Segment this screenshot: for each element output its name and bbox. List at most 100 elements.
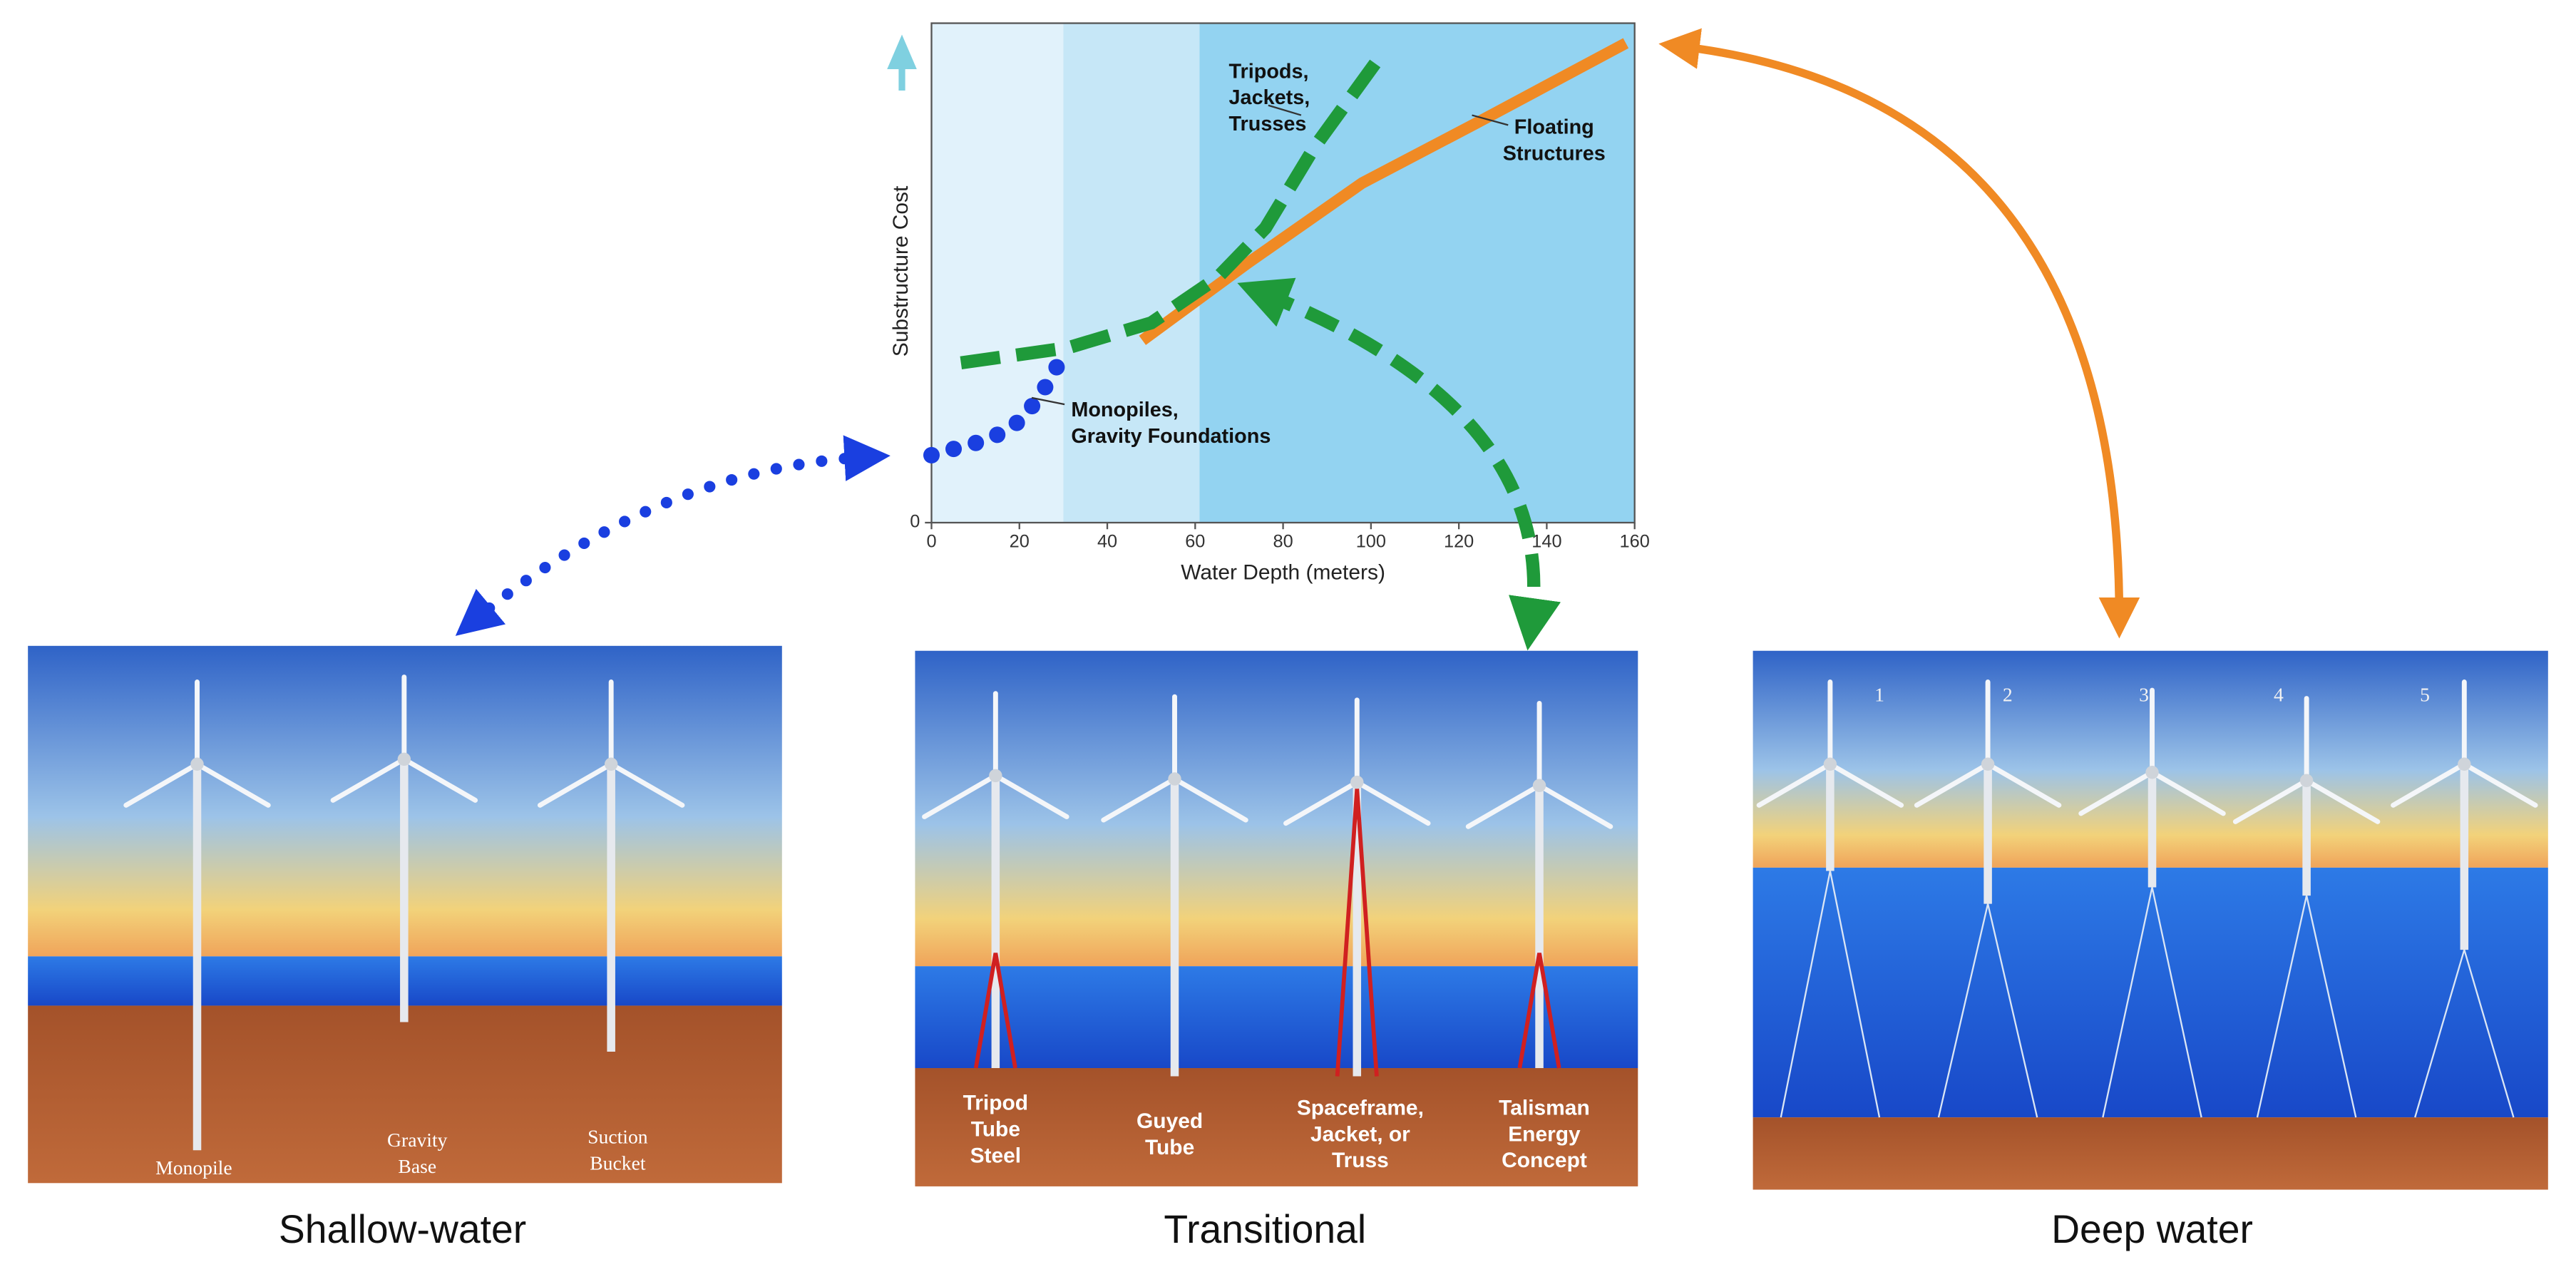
series-label: Gravity Foundations bbox=[1071, 425, 1271, 448]
panels: Monopile Gravity Base Suction Bucket Shallow-… bbox=[28, 645, 2548, 1251]
x-tick-label: 160 bbox=[1620, 531, 1650, 551]
illustration: Monopile Gravity Base Suction Bucket bbox=[28, 645, 782, 1184]
hub bbox=[604, 757, 618, 771]
x-tick-label: 0 bbox=[926, 531, 936, 551]
y-axis-label: Substructure Cost bbox=[889, 185, 913, 357]
panel-label: Steel bbox=[970, 1144, 1022, 1167]
series-label: Monopiles, bbox=[1071, 399, 1178, 421]
panel-label: Concept bbox=[1502, 1149, 1587, 1172]
panel-label: Tube bbox=[1145, 1136, 1194, 1159]
panel-label: Talisman bbox=[1499, 1097, 1590, 1120]
hub bbox=[989, 769, 1002, 783]
turbine bbox=[537, 679, 685, 1052]
panel-label: Monopile bbox=[155, 1156, 232, 1179]
turbine bbox=[2232, 696, 2381, 1118]
blade bbox=[1172, 776, 1248, 823]
blade bbox=[992, 773, 1069, 819]
blade bbox=[1354, 779, 1431, 826]
blade bbox=[330, 756, 407, 803]
seabed bbox=[28, 1005, 782, 1184]
turbine bbox=[1914, 679, 2062, 1118]
panel-label: 4 bbox=[2274, 684, 2284, 706]
blade bbox=[401, 756, 478, 803]
panel-label: Tripod bbox=[963, 1092, 1028, 1115]
x-tick-label: 140 bbox=[1531, 531, 1561, 551]
panel-label: Jacket, or bbox=[1310, 1122, 1410, 1146]
panel-label: Bucket bbox=[590, 1152, 646, 1174]
blade bbox=[123, 761, 200, 808]
connector-arrow bbox=[1658, 28, 2140, 639]
panel-label: 5 bbox=[2420, 684, 2430, 706]
turbine bbox=[1756, 679, 1904, 1118]
blade bbox=[537, 761, 614, 808]
series-label: Trusses bbox=[1229, 113, 1307, 135]
sea bbox=[1753, 867, 2548, 1118]
x-tick-label: 100 bbox=[1356, 531, 1386, 551]
panel-label: Truss bbox=[1332, 1149, 1389, 1172]
turbine bbox=[2078, 687, 2226, 1118]
panel-label: Energy bbox=[1508, 1122, 1581, 1146]
blade bbox=[1914, 761, 1991, 808]
blade bbox=[2304, 778, 2381, 824]
connector-arrow bbox=[1237, 277, 1561, 651]
mooring bbox=[2305, 895, 2357, 1118]
blade bbox=[2391, 761, 2467, 808]
axis-arrow bbox=[887, 34, 917, 91]
blade bbox=[2232, 778, 2309, 824]
panel-label: Spaceframe, bbox=[1297, 1097, 1424, 1120]
turbine bbox=[2391, 679, 2538, 1118]
x-tick-label: 20 bbox=[1010, 531, 1030, 551]
turbine bbox=[330, 675, 478, 1022]
leader-line bbox=[1031, 396, 1065, 406]
hub bbox=[1823, 757, 1837, 771]
hub bbox=[2145, 766, 2159, 779]
hub bbox=[190, 757, 204, 771]
blade bbox=[2078, 769, 2155, 816]
blade bbox=[608, 761, 685, 808]
mooring bbox=[2463, 949, 2515, 1118]
x-tick-label: 40 bbox=[1097, 531, 1117, 551]
blade bbox=[922, 773, 998, 819]
leader-line bbox=[1268, 104, 1302, 116]
mooring bbox=[1829, 871, 1881, 1118]
blade bbox=[1827, 761, 1904, 808]
chart: Substructure Cost Water Depth (meters) 0 20… bbox=[887, 22, 1650, 584]
panel-label: Guyed bbox=[1136, 1109, 1203, 1133]
illustration: TripodTubeSteelGuyedTubeSpaceframe,Jacke… bbox=[915, 650, 1638, 1186]
x-tick-label: 60 bbox=[1185, 531, 1205, 551]
blade bbox=[1536, 783, 1613, 829]
lattice bbox=[973, 953, 1017, 1069]
panel-label: 2 bbox=[2003, 684, 2013, 706]
turbine bbox=[1465, 701, 1613, 1069]
series-line bbox=[923, 350, 1069, 463]
y-tick-label: 0 bbox=[910, 512, 920, 532]
turbine bbox=[922, 691, 1069, 1069]
blade bbox=[1756, 761, 1833, 808]
lattice bbox=[1335, 789, 1379, 1077]
blade bbox=[2150, 769, 2226, 816]
hub bbox=[1168, 772, 1181, 786]
panel-caption: Transitional bbox=[1164, 1207, 1366, 1251]
hub bbox=[397, 752, 411, 766]
series-label: Structures bbox=[1503, 142, 1606, 165]
blade bbox=[1985, 761, 2062, 808]
blade bbox=[1465, 783, 1542, 829]
seabed bbox=[1753, 1117, 2548, 1190]
blade bbox=[1283, 779, 1360, 826]
seabed bbox=[915, 1068, 1638, 1186]
turbine bbox=[123, 679, 271, 1151]
series-line bbox=[1139, 38, 1629, 345]
lattice bbox=[1517, 953, 1561, 1069]
panel-caption: Deep water bbox=[2051, 1207, 2253, 1251]
leader-line bbox=[1472, 114, 1509, 126]
mooring bbox=[2102, 887, 2153, 1118]
panel-label: Base bbox=[398, 1155, 436, 1177]
mooring bbox=[2151, 887, 2202, 1118]
panel-label: 3 bbox=[2139, 684, 2149, 706]
series-label: Tripods, bbox=[1229, 60, 1309, 83]
hub bbox=[1350, 775, 1364, 789]
x-tick-label: 80 bbox=[1273, 531, 1293, 551]
illustration: 1 2 3 4 5 bbox=[1753, 650, 2548, 1190]
